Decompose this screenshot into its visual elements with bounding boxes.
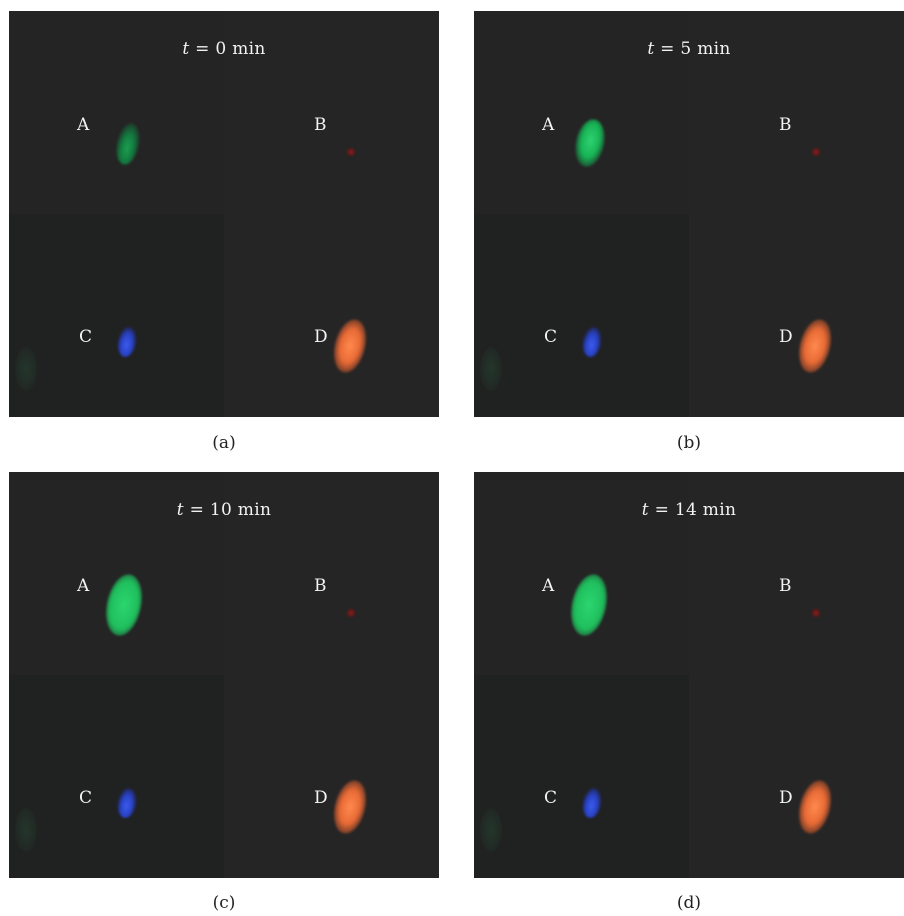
- well-label-c: C: [544, 788, 558, 808]
- well-label-d: D: [314, 788, 328, 808]
- time-variable: t: [641, 500, 649, 520]
- well-label-b: B: [314, 115, 327, 135]
- panel-caption-c: (c): [212, 893, 236, 913]
- time-value: = 10 min: [183, 500, 272, 520]
- well-label-c: C: [79, 788, 93, 808]
- well-label-b: B: [314, 576, 327, 596]
- micrograph-panel-c: t = 10 min A B C D: [9, 472, 439, 878]
- well-label-a: A: [77, 115, 90, 135]
- well-label-a: A: [542, 576, 555, 596]
- time-label: t = 14 min: [474, 500, 904, 520]
- well-label-b: B: [779, 576, 792, 596]
- well-label-a: A: [542, 115, 555, 135]
- micrograph-panel-a: t = 0 min A B C D: [9, 11, 439, 417]
- micrograph-panel-b: t = 5 min A B C D: [474, 11, 904, 417]
- faint-background-spot: [15, 808, 37, 852]
- time-value: = 0 min: [189, 39, 266, 59]
- time-value: = 5 min: [654, 39, 731, 59]
- well-label-b: B: [779, 115, 792, 135]
- time-variable: t: [182, 39, 190, 59]
- well-label-d: D: [779, 327, 793, 347]
- time-variable: t: [176, 500, 184, 520]
- micrograph-panel-d: t = 14 min A B C D: [474, 472, 904, 878]
- panel-caption-a: (a): [212, 433, 236, 453]
- red-fluorescence-spot: [811, 608, 821, 618]
- faint-background-spot: [480, 808, 502, 852]
- time-label: t = 10 min: [9, 500, 439, 520]
- well-label-c: C: [79, 327, 93, 347]
- panel-caption-d: (d): [676, 893, 702, 913]
- well-label-c: C: [544, 327, 558, 347]
- red-fluorescence-spot: [811, 147, 821, 157]
- time-variable: t: [647, 39, 655, 59]
- faint-background-spot: [480, 347, 502, 391]
- red-fluorescence-spot: [346, 147, 356, 157]
- panel-caption-b: (b): [676, 433, 702, 453]
- well-label-d: D: [314, 327, 328, 347]
- well-label-a: A: [77, 576, 90, 596]
- time-value: = 14 min: [648, 500, 737, 520]
- faint-background-spot: [15, 347, 37, 391]
- well-label-d: D: [779, 788, 793, 808]
- time-label: t = 0 min: [9, 39, 439, 59]
- time-label: t = 5 min: [474, 39, 904, 59]
- red-fluorescence-spot: [346, 608, 356, 618]
